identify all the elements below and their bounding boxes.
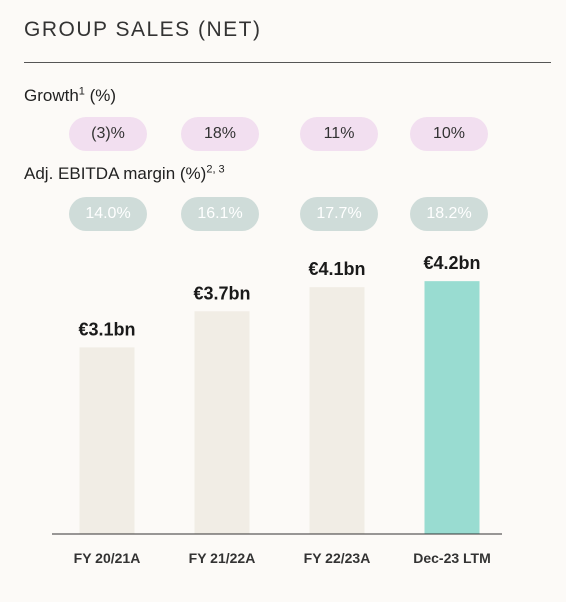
margin-pill-3: 18.2% [410,197,488,231]
bar-3 [424,281,480,534]
category-label-2: FY 22/23A [304,550,371,566]
margin-row-label: Adj. EBITDA margin (%)2, 3 [24,164,225,184]
growth-label-text: Growth [24,86,79,105]
growth-row-label: Growth1 (%) [24,86,116,106]
margin-pill-1: 16.1% [181,197,259,231]
bar-value-label-1: €3.7bn [193,283,250,303]
growth-footnote-marker: 1 [78,85,85,98]
bar-2 [309,287,365,534]
bar-value-label-3: €4.2bn [423,253,480,273]
growth-label-unit: (%) [84,86,117,105]
title-divider [24,62,551,63]
growth-pill-3: 10% [410,117,488,151]
margin-pill-2: 17.7% [300,197,378,231]
category-label-1: FY 21/22A [189,550,256,566]
category-label-3: Dec-23 LTM [413,550,491,566]
margin-footnote-markers: 2, 3 [206,163,225,176]
margin-label-text: Adj. EBITDA margin (%) [24,164,207,183]
category-label-0: FY 20/21A [74,550,141,566]
chart-title: GROUP SALES (NET) [24,18,262,41]
growth-pill-0: (3)% [69,117,147,151]
bar-value-label-2: €4.1bn [308,259,365,279]
bar-value-label-0: €3.1bn [78,319,135,339]
margin-pill-0: 14.0% [69,197,147,231]
growth-pill-1: 18% [181,117,259,151]
growth-pill-2: 11% [300,117,378,151]
bar-1 [194,311,250,534]
bar-0 [79,347,135,534]
